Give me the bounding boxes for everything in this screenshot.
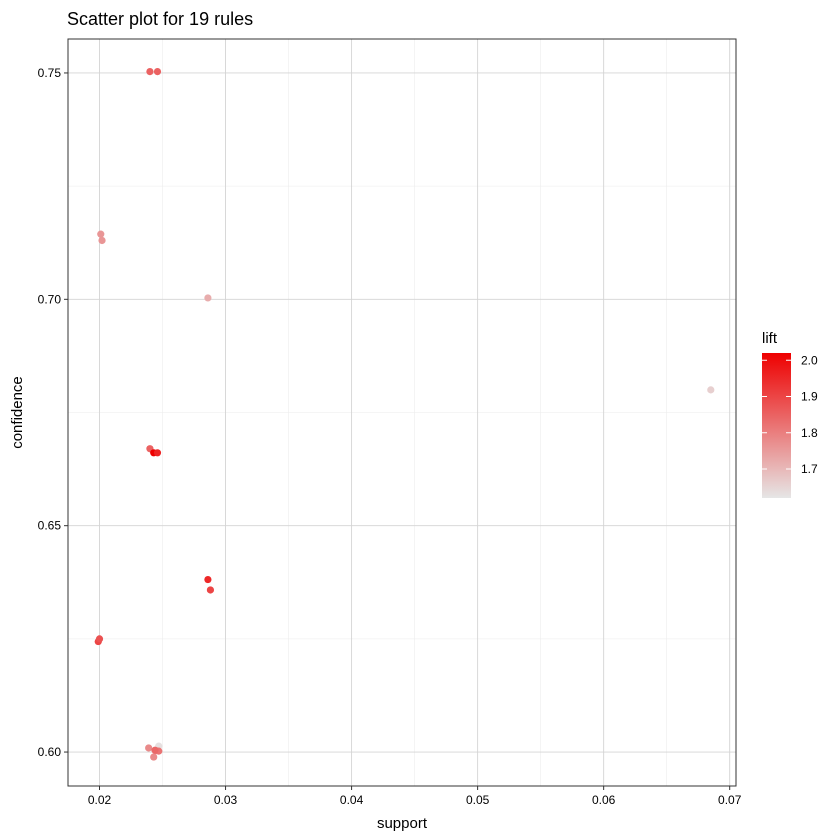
x-tick-label: 0.07 xyxy=(718,793,742,807)
data-point xyxy=(204,294,212,302)
data-point xyxy=(153,67,162,76)
data-points xyxy=(94,67,715,761)
x-tick-label: 0.06 xyxy=(592,793,616,807)
legend-ticks: 1.7 1.8 1.9 2.0 xyxy=(762,353,818,476)
y-tick-label: 0.65 xyxy=(38,519,62,533)
data-point xyxy=(150,753,158,761)
y-tick-label: 0.60 xyxy=(38,745,62,759)
data-point xyxy=(707,386,715,394)
grid xyxy=(68,39,736,786)
data-point xyxy=(95,635,104,643)
data-point xyxy=(153,449,162,457)
x-tick-label: 0.04 xyxy=(340,793,364,807)
x-axis-label: support xyxy=(377,815,428,832)
chart-title: Scatter plot for 19 rules xyxy=(67,9,253,29)
data-point xyxy=(97,230,105,238)
x-tick-label: 0.03 xyxy=(214,793,238,807)
x-axis: 0.02 0.03 0.04 0.05 0.06 0.07 xyxy=(88,786,742,807)
legend-tick-label: 1.7 xyxy=(801,462,818,476)
data-point xyxy=(145,744,153,752)
data-point xyxy=(204,575,212,584)
y-axis: 0.60 0.65 0.70 0.75 xyxy=(38,66,68,759)
y-tick-label: 0.70 xyxy=(38,292,62,306)
lift-legend: lift 1.7 1.8 1.9 2.0 xyxy=(762,330,818,498)
legend-title: lift xyxy=(762,330,778,347)
data-point xyxy=(98,236,106,245)
data-point xyxy=(146,67,154,76)
data-point xyxy=(206,586,215,594)
x-tick-label: 0.05 xyxy=(466,793,490,807)
legend-tick-label: 1.9 xyxy=(801,390,818,404)
data-point xyxy=(151,746,159,754)
y-axis-label: confidence xyxy=(9,376,26,449)
legend-tick-label: 1.8 xyxy=(801,426,818,440)
legend-colorbar xyxy=(762,353,791,498)
plot-panel xyxy=(67,38,737,787)
y-tick-label: 0.75 xyxy=(38,66,62,80)
x-tick-label: 0.02 xyxy=(88,793,112,807)
legend-tick-label: 2.0 xyxy=(801,353,818,367)
